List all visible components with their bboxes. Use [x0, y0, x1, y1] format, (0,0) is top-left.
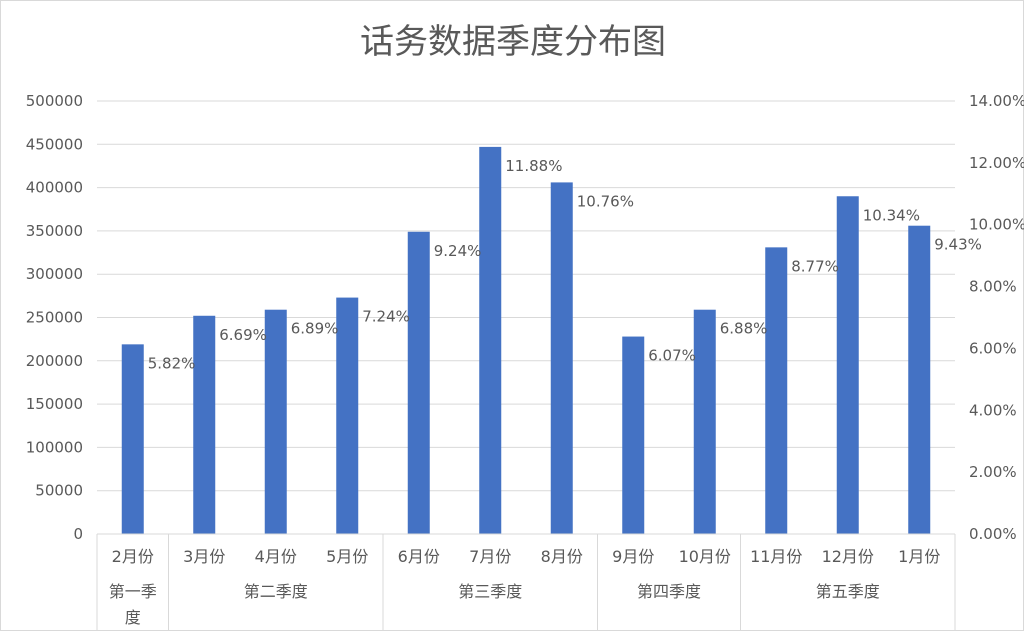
bar — [479, 146, 502, 534]
data-label: 7.24% — [362, 308, 410, 326]
y-axis-left: 0 50000 100000 150000 200000 250000 300000 3500… — [26, 92, 83, 543]
data-label: 9.43% — [934, 236, 982, 254]
bar — [908, 225, 931, 535]
y-tick-label: 100000 — [26, 438, 83, 456]
data-label: 10.76% — [577, 192, 634, 210]
y2-tick-label: 12.00% — [969, 154, 1024, 172]
y-tick-label: 400000 — [26, 179, 83, 197]
data-label: 9.24% — [434, 242, 482, 260]
bar — [693, 309, 716, 534]
y2-tick-label: 2.00% — [969, 463, 1017, 481]
group-label: 第二季度 — [244, 582, 308, 601]
category-label: 12月份 — [822, 547, 874, 566]
category-label: 4月份 — [255, 547, 297, 566]
data-label: 6.89% — [291, 320, 339, 338]
category-label: 1月份 — [898, 547, 940, 566]
y-tick-label: 450000 — [26, 135, 83, 153]
y-tick-label: 300000 — [26, 265, 83, 283]
category-label: 11月份 — [750, 547, 802, 566]
bar — [622, 336, 645, 534]
y-tick-label: 500000 — [26, 92, 83, 110]
group-label: 度 — [125, 608, 141, 627]
data-label: 6.07% — [648, 347, 696, 365]
data-labels: 5.82% 6.69% 6.89% 7.24% 9.24% 11.88% 10.76% 6.0… — [148, 157, 982, 372]
category-label: 9月份 — [612, 547, 654, 566]
bar — [264, 309, 287, 534]
category-label: 3月份 — [183, 547, 225, 566]
category-label: 2月份 — [112, 547, 154, 566]
category-label: 5月份 — [326, 547, 368, 566]
y-tick-label: 50000 — [35, 482, 83, 500]
category-label: 6月份 — [398, 547, 440, 566]
data-label: 5.82% — [148, 354, 196, 372]
bars — [121, 146, 931, 535]
y2-tick-label: 6.00% — [969, 339, 1017, 357]
y2-tick-label: 8.00% — [969, 278, 1017, 296]
bar — [193, 315, 216, 534]
data-label: 10.34% — [863, 206, 920, 224]
data-label: 8.77% — [791, 257, 839, 275]
category-label: 8月份 — [541, 547, 583, 566]
bar — [765, 247, 788, 534]
y2-tick-label: 14.00% — [969, 92, 1024, 110]
chart-title: 话务数据季度分布图 — [360, 22, 666, 62]
data-label: 6.88% — [720, 320, 768, 338]
bar — [121, 344, 144, 534]
category-label: 10月份 — [679, 547, 731, 566]
y-tick-label: 150000 — [26, 395, 83, 413]
y2-tick-label: 0.00% — [969, 525, 1017, 543]
gridlines — [97, 100, 955, 492]
y-axis-right: 0.00% 2.00% 4.00% 6.00% 8.00% 10.00% 12.00% 14.… — [969, 92, 1024, 543]
data-label: 11.88% — [505, 157, 562, 175]
group-label: 第一季 — [109, 582, 157, 601]
y-tick-label: 0 — [73, 525, 83, 543]
bar — [336, 297, 359, 534]
group-label: 第三季度 — [458, 582, 522, 601]
bar — [407, 231, 430, 535]
y2-tick-label: 4.00% — [969, 401, 1017, 419]
y-tick-label: 250000 — [26, 309, 83, 327]
category-label: 7月份 — [469, 547, 511, 566]
x-axis: 2月份 3月份 4月份 5月份 6月份 7月份 8月份 9月份 10月份 11月份 12月份 1月份第… — [96, 533, 956, 630]
group-label: 第五季度 — [816, 582, 880, 601]
data-label: 6.69% — [219, 326, 267, 344]
y-tick-label: 200000 — [26, 352, 83, 370]
bar — [550, 182, 573, 535]
y2-tick-label: 10.00% — [969, 216, 1024, 234]
bar — [836, 196, 859, 534]
y-tick-label: 350000 — [26, 222, 83, 240]
group-label: 第四季度 — [637, 582, 701, 601]
